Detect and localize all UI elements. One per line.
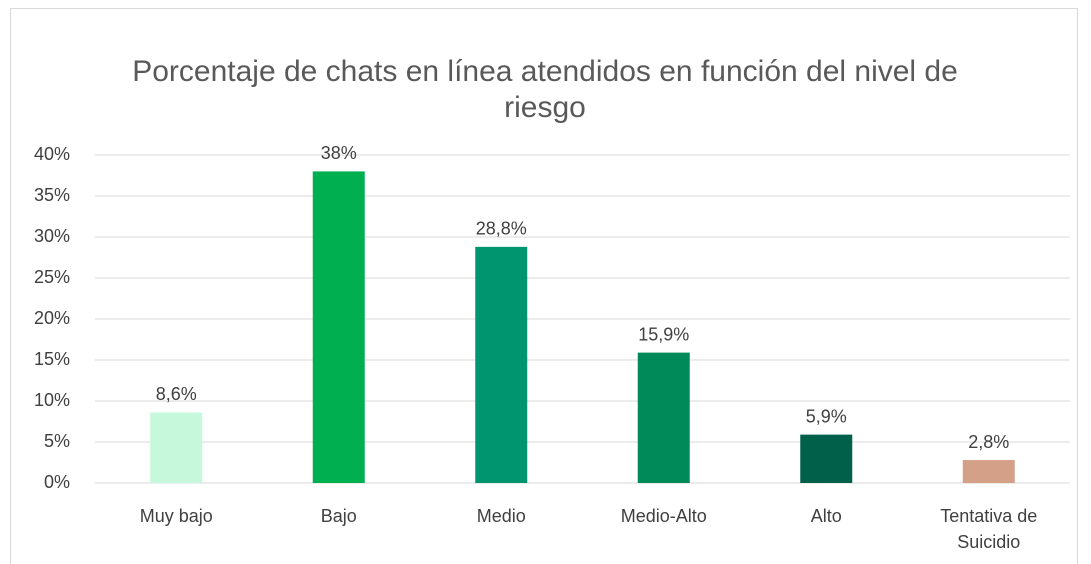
bar — [962, 460, 1015, 483]
data-label: 15,9% — [638, 324, 689, 344]
y-tick-label: 10% — [34, 390, 70, 410]
y-tick-label: 5% — [44, 431, 70, 451]
x-tick-label: Tentativa de Suicidio — [940, 506, 1038, 552]
data-label: 8,6% — [156, 384, 197, 404]
data-label: 38% — [321, 143, 357, 163]
x-tick-label: Medio-Alto — [620, 506, 707, 526]
x-tick-label: Alto — [810, 506, 842, 526]
data-label: 2,8% — [968, 432, 1009, 452]
x-tick-label: Medio — [476, 506, 526, 526]
bar — [150, 412, 203, 483]
y-tick-label: 15% — [34, 349, 70, 369]
data-label: 5,9% — [806, 406, 847, 426]
x-tick-label: Muy bajo — [139, 506, 213, 526]
y-tick-label: 0% — [44, 472, 70, 492]
y-tick-label: 20% — [34, 308, 70, 328]
chart-title: Porcentaje de chats en línea atendidos e… — [132, 55, 958, 124]
bar — [637, 352, 690, 483]
y-tick-label: 40% — [34, 144, 70, 164]
y-tick-label: 25% — [34, 267, 70, 287]
y-tick-label: 30% — [34, 226, 70, 246]
data-label: 28,8% — [476, 219, 527, 239]
bar — [312, 171, 365, 483]
chart-frame — [10, 8, 1078, 564]
bar — [475, 246, 528, 483]
bar — [800, 434, 853, 483]
x-tick-label: Bajo — [320, 506, 357, 526]
y-tick-label: 35% — [34, 185, 70, 205]
